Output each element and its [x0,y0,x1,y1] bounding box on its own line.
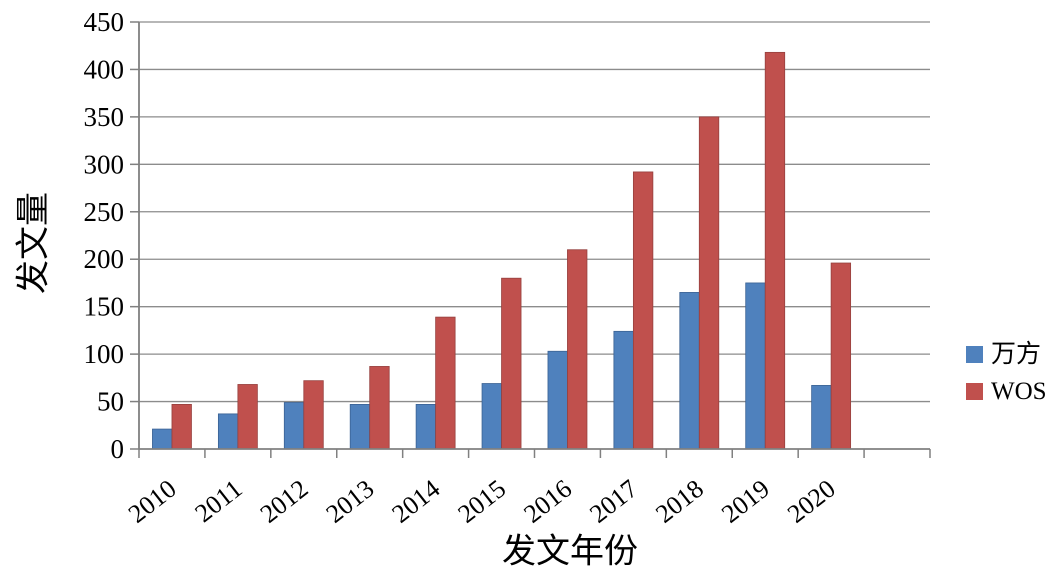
bar-2014-wanfang [415,404,437,450]
y-tick-label: 50 [97,387,124,417]
bar-2010-wos [171,404,192,450]
bar-2019-wos [764,51,786,450]
bar-2013-wanfang [349,404,371,450]
x-tick-label: 2015 [452,474,511,529]
x-tick-label: 2020 [782,474,841,529]
bar-2012-wos [303,380,324,450]
bar-2020-wanfang [811,385,832,450]
y-tick-label: 250 [84,197,125,227]
bar-2015-wos [501,277,522,450]
y-tick-label: 150 [84,292,125,322]
bar-2018-wanfang [679,292,700,450]
y-tick-label: 100 [84,339,125,369]
y-tick-label: 0 [111,434,125,464]
bar-2016-wos [567,249,588,450]
bar-2011-wanfang [217,413,239,450]
legend-item-wanfang: 万方 [966,342,1047,367]
bar-2012-wanfang [283,402,305,450]
x-tick-label: 2014 [386,474,445,529]
bar-2014-wos [435,316,456,450]
x-tick-label: 2012 [255,474,314,529]
x-tick-label: 2019 [716,474,775,529]
legend: 万方 WOS [966,342,1047,404]
y-axis-title: 发文量 [15,192,53,294]
x-tick-label: 2013 [321,474,380,529]
legend-swatch-wanfang [966,346,983,363]
bar-2019-wanfang [745,282,766,450]
x-axis-title: 发文年份 [502,533,638,571]
bar-2010-wanfang [152,428,173,450]
legend-item-wos: WOS [966,379,1047,404]
x-tick-label: 2016 [518,474,577,529]
x-tick-label: 2017 [584,474,643,529]
legend-label-wos: WOS [991,378,1047,405]
legend-label-wanfang: 万方 [991,341,1042,368]
y-tick-label: 400 [84,54,125,84]
bar-2017-wos [632,171,654,450]
bar-2016-wanfang [547,350,568,450]
y-tick-label: 450 [84,7,125,37]
x-tick-label: 2011 [189,474,247,528]
y-tick-label: 300 [84,149,125,179]
x-tick-label: 2010 [123,474,182,529]
bar-2015-wanfang [481,383,502,450]
y-tick-label: 350 [84,102,125,132]
bar-2017-wanfang [613,330,634,450]
legend-swatch-wos [966,383,983,400]
x-tick-label: 2018 [650,474,709,529]
bar-2011-wos [237,384,258,450]
bar-2018-wos [698,116,720,450]
bar-2013-wos [369,366,390,450]
bar-2020-wos [830,262,852,450]
y-tick-label: 200 [84,244,125,274]
